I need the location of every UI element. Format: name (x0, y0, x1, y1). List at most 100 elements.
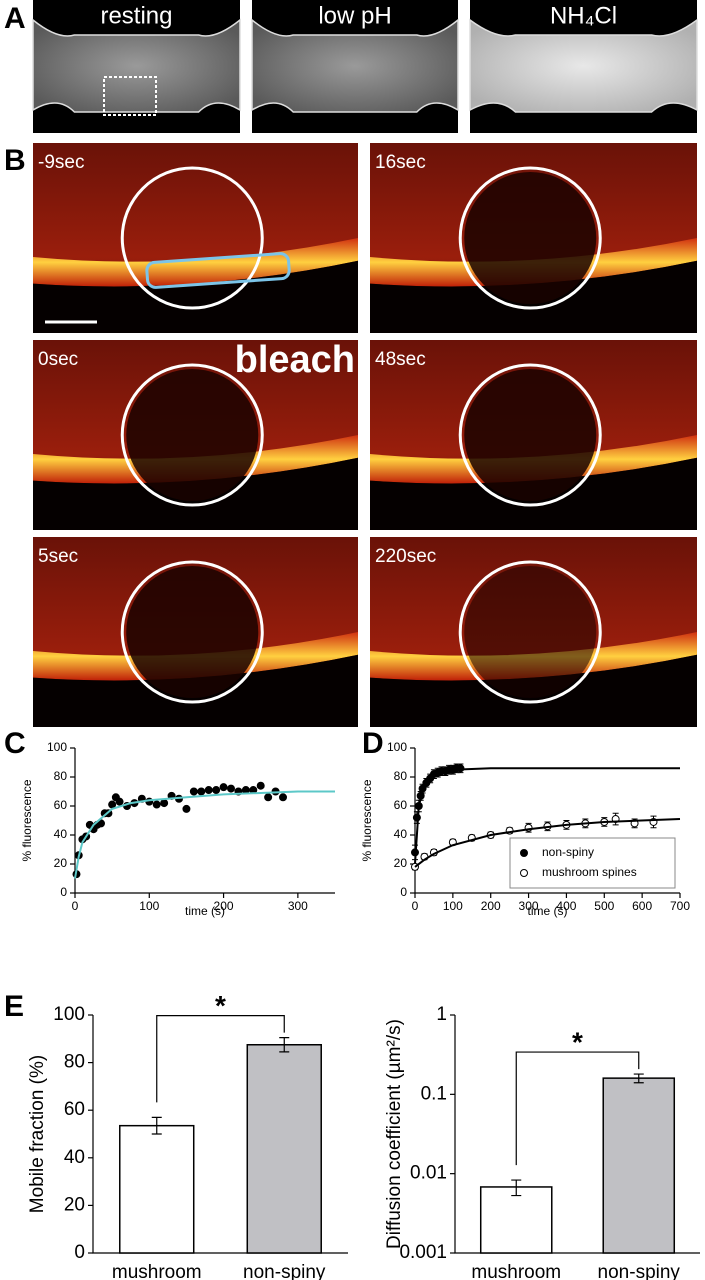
y-tick-label: 0 (74, 1242, 85, 1263)
y-tick-label: 40 (54, 827, 68, 841)
panel-label: D (362, 727, 384, 760)
y-tick-label: 60 (64, 1099, 85, 1120)
x-tick-label: 300 (288, 899, 308, 913)
y-tick-label: 0 (60, 885, 67, 899)
panel-label: C (4, 727, 26, 760)
x-tick-label: non-spiny (598, 1262, 681, 1280)
y-tick-label: 20 (64, 1194, 85, 1215)
panel-label: A (4, 2, 26, 35)
data-point (456, 764, 465, 773)
y-tick-label: 60 (54, 798, 68, 812)
bleached-area (126, 566, 259, 698)
data-point (219, 783, 228, 792)
data-point (212, 786, 221, 795)
y-tick-label: 80 (64, 1052, 85, 1073)
time-label: 0sec (38, 349, 78, 370)
y-tick-label: 1 (436, 1004, 447, 1025)
bar (119, 1124, 195, 1254)
y-axis-label: Diffusion coefficient (µm²/s) (384, 1019, 405, 1249)
data-point (97, 819, 105, 828)
fit-line (414, 818, 681, 868)
x-tick-label: 200 (214, 899, 234, 913)
x-tick-label: 0 (412, 899, 419, 913)
data-point (264, 793, 273, 802)
legend-box (509, 837, 676, 889)
x-tick-label: 400 (556, 899, 576, 913)
x-tick-label: mushroom (112, 1262, 202, 1280)
cell (469, 18, 698, 113)
bleach-circle (458, 560, 602, 704)
x-tick-label: 100 (443, 899, 463, 913)
time-label: 48sec (375, 349, 426, 370)
time-label: 220sec (375, 546, 436, 567)
bar (602, 1077, 676, 1254)
cell (251, 18, 459, 113)
y-tick-label: 60 (394, 798, 408, 812)
time-label: 16sec (375, 152, 426, 173)
x-axis-label: time (s) (185, 904, 225, 918)
bleach-circle (458, 166, 602, 310)
y-axis-label: Mobile fraction (%) (27, 1055, 48, 1213)
fit-line (74, 790, 335, 879)
time-label: 5sec (38, 546, 78, 567)
data-point (227, 784, 235, 793)
data-point (160, 799, 169, 808)
data-point (197, 787, 206, 796)
y-tick-label: 40 (394, 827, 408, 841)
significance-bracket (156, 1015, 285, 1103)
y-axis-label: % fluorescence (360, 779, 374, 861)
bleached-area (126, 369, 259, 501)
y-tick-label: 100 (53, 1004, 85, 1025)
bleach-circle (458, 363, 602, 507)
y-tick-label: 100 (47, 740, 67, 754)
data-point (115, 797, 124, 806)
roi-box (103, 76, 157, 116)
dendrite-band (33, 238, 358, 287)
bleach-label: bleach (235, 339, 355, 381)
x-tick-label: non-spiny (243, 1262, 326, 1280)
fit-line (414, 767, 680, 865)
x-tick-label: 700 (670, 899, 690, 913)
y-tick-label: 40 (64, 1147, 85, 1168)
time-label: -9sec (38, 152, 84, 173)
legend-label: non-spiny (542, 845, 594, 859)
y-tick-label: 0.1 (421, 1083, 447, 1104)
data-point (204, 786, 213, 795)
data-point (189, 787, 198, 796)
y-tick-label: 0 (400, 885, 407, 899)
y-tick-label: 20 (54, 856, 68, 870)
data-point (279, 793, 287, 802)
x-axis-label: time (s) (528, 904, 568, 918)
y-tick-label: 0.01 (410, 1163, 447, 1184)
data-point (152, 800, 161, 809)
x-tick-label: 200 (481, 899, 501, 913)
bleached-area (464, 172, 597, 304)
x-tick-label: 100 (139, 899, 159, 913)
y-tick-label: 80 (54, 769, 68, 783)
bar (246, 1044, 322, 1254)
error-bar (279, 1037, 290, 1053)
panel-label: E (4, 990, 24, 1023)
bleach-circle (120, 166, 264, 310)
legend-label: mushroom spines (542, 865, 637, 879)
cell (32, 18, 241, 113)
x-tick-label: 300 (519, 899, 539, 913)
image-label: low pH (318, 2, 391, 29)
bleached-area (464, 369, 597, 501)
y-tick-label: 100 (387, 740, 407, 754)
panel-label: B (4, 144, 26, 177)
y-axis-label: % fluorescence (20, 779, 34, 861)
y-tick-label: 0.001 (399, 1242, 447, 1263)
data-point (256, 781, 265, 790)
data-point (108, 800, 117, 809)
bleach-circle (120, 363, 264, 507)
bar (479, 1186, 553, 1254)
x-tick-label: 600 (632, 899, 652, 913)
significance-star: * (215, 990, 226, 1021)
significance-bracket (515, 1051, 640, 1166)
x-tick-label: 0 (72, 899, 79, 913)
error-bar (151, 1116, 162, 1135)
bleach-circle (120, 560, 264, 704)
image-label: resting (100, 2, 172, 29)
